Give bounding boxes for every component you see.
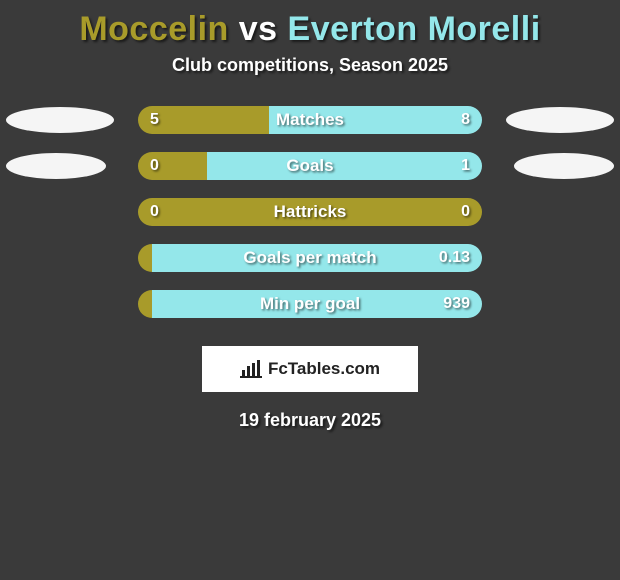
stat-row: Goals per match0.13 xyxy=(0,244,620,272)
bar-chart-icon xyxy=(240,360,262,378)
seg-left xyxy=(138,106,269,134)
title-vs: vs xyxy=(229,10,288,48)
left-ellipse xyxy=(6,107,114,133)
stat-bar: Goals per match0.13 xyxy=(138,244,482,272)
seg-left xyxy=(138,198,482,226)
stat-row: Hattricks00 xyxy=(0,198,620,226)
stat-row: Min per goal939 xyxy=(0,290,620,318)
stat-row: Goals01 xyxy=(0,152,620,180)
brand-badge: FcTables.com xyxy=(202,346,418,392)
seg-right xyxy=(152,244,482,272)
right-ellipse xyxy=(514,153,614,179)
right-ellipse xyxy=(506,107,614,133)
seg-left xyxy=(138,290,152,318)
seg-right xyxy=(269,106,482,134)
comparison-rows: Matches58 Goals01 Hattricks00 Goals per mat… xyxy=(0,106,620,318)
seg-left xyxy=(138,244,152,272)
seg-right xyxy=(207,152,482,180)
seg-left xyxy=(138,152,207,180)
title-right: Everton Morelli xyxy=(288,10,541,48)
stat-bar: Min per goal939 xyxy=(138,290,482,318)
left-ellipse xyxy=(6,153,106,179)
stat-bar: Goals01 xyxy=(138,152,482,180)
page-title: Moccelin vs Everton Morelli xyxy=(0,0,620,55)
subtitle: Club competitions, Season 2025 xyxy=(0,55,620,106)
stat-bar: Hattricks00 xyxy=(138,198,482,226)
footer-date: 19 february 2025 xyxy=(0,410,620,431)
seg-right xyxy=(152,290,482,318)
title-left: Moccelin xyxy=(79,10,228,48)
stat-bar: Matches58 xyxy=(138,106,482,134)
brand-text: FcTables.com xyxy=(268,359,380,379)
stat-row: Matches58 xyxy=(0,106,620,134)
